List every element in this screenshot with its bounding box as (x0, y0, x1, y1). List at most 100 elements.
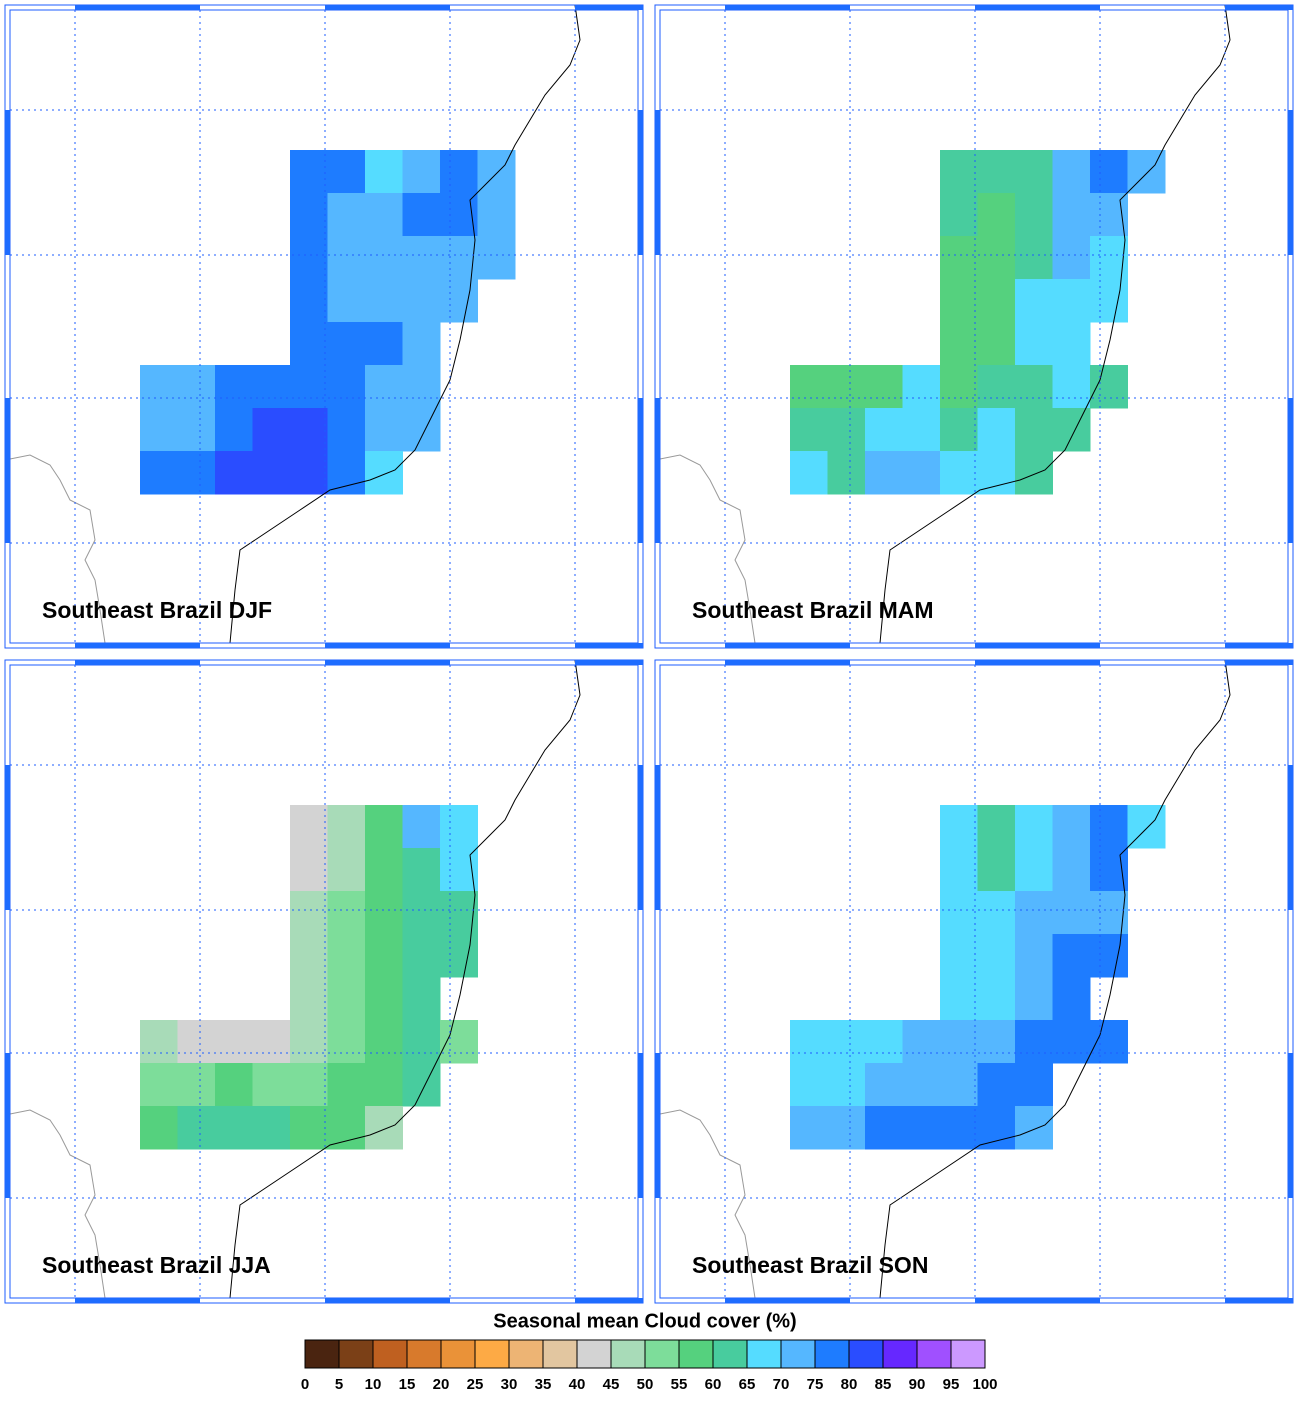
cloud-cell (365, 451, 403, 495)
cloud-cell (1090, 805, 1128, 849)
cloud-cell (327, 408, 366, 452)
frame-band (75, 643, 200, 648)
cloud-cell (402, 934, 441, 978)
colorbar-box (814, 1339, 850, 1369)
cloud-cell (1090, 365, 1128, 409)
cloud-cell (365, 1020, 403, 1064)
cloud-cell (902, 1063, 941, 1107)
cloud-cell (327, 150, 366, 194)
country-border (4, 454, 106, 644)
cloud-cell (402, 365, 441, 409)
cloud-cell (977, 1020, 1016, 1064)
colorbar-tick-label: 15 (399, 1376, 416, 1393)
cloud-cell (440, 1020, 478, 1064)
cloud-cell (290, 322, 328, 366)
cloud-cell (1015, 451, 1053, 495)
country-border (654, 1109, 756, 1299)
colorbar-tick-label: 45 (603, 1376, 620, 1393)
colorbar-tick-label: 90 (909, 1376, 926, 1393)
frame (654, 4, 1294, 649)
cloud-cell (440, 279, 478, 323)
cloud-cell (140, 1106, 178, 1150)
cloud-cell (440, 150, 478, 194)
colorbar-tick-label: 100 (972, 1376, 997, 1393)
cloud-cell (290, 848, 328, 892)
frame-band (655, 1053, 660, 1198)
cloud-cell (1015, 1106, 1053, 1150)
cloud-cell (940, 891, 978, 935)
cloud-cell (290, 1020, 328, 1064)
cloud-cell (365, 848, 403, 892)
cloud-cell (1052, 934, 1091, 978)
cloud-cell (977, 365, 1016, 409)
frame-band (325, 660, 450, 665)
cloud-cell (402, 322, 441, 366)
cloud-cell (1052, 977, 1091, 1021)
cloud-cell (790, 1063, 828, 1107)
cloud-cell (252, 408, 291, 452)
country-border (4, 1109, 106, 1299)
colorbar-box (338, 1339, 374, 1369)
cloud-cell (365, 365, 403, 409)
frame-band (75, 1298, 200, 1303)
cloud-cell (402, 891, 441, 935)
cloud-cell (1052, 279, 1091, 323)
frame-band (575, 643, 643, 648)
colorbar-tick-label: 60 (705, 1376, 722, 1393)
cloud-cell (940, 1106, 978, 1150)
frame-band (638, 1053, 643, 1198)
frame (659, 9, 1289, 644)
cloud-cell (365, 934, 403, 978)
colorbar-box (610, 1339, 646, 1369)
colorbar-tick-label: 70 (773, 1376, 790, 1393)
cloud-cell (327, 451, 366, 495)
frame-band (655, 110, 660, 255)
panel-title: Southeast Brazil MAM (692, 597, 934, 623)
cloud-cell (827, 1063, 866, 1107)
cloud-cell (290, 1063, 328, 1107)
panel-title: Southeast Brazil DJF (42, 597, 272, 623)
cloud-cell (440, 934, 478, 978)
frame-band (638, 398, 643, 543)
frame-band (575, 1298, 643, 1303)
frame-band (5, 1053, 10, 1198)
cloud-cell (1090, 236, 1128, 280)
cloud-cell (1052, 848, 1091, 892)
cloud-cell (327, 1063, 366, 1107)
cloud-cell (1015, 322, 1053, 366)
cloud-cell (1052, 891, 1091, 935)
cloud-cell (1015, 408, 1053, 452)
cloud-cell (865, 1020, 903, 1064)
cloud-cell (140, 1020, 178, 1064)
cloud-cell (977, 150, 1016, 194)
cloud-cell (290, 279, 328, 323)
cloud-cell (865, 1106, 903, 1150)
cloud-cell (402, 193, 441, 237)
cloud-cell (940, 1020, 978, 1064)
coastline (879, 659, 1231, 1299)
cloud-cell (440, 891, 478, 935)
frame-band (638, 765, 643, 910)
cloud-cell (827, 451, 866, 495)
colorbar-box (440, 1339, 476, 1369)
colorbar-tick-label: 55 (671, 1376, 688, 1393)
cloud-cell (977, 891, 1016, 935)
frame-band (75, 5, 200, 10)
cloud-cell (477, 193, 516, 237)
frame-band (1225, 660, 1293, 665)
cloud-cell (140, 1063, 178, 1107)
cloud-cell (977, 279, 1016, 323)
frame-band (1288, 765, 1293, 910)
cloud-cell (215, 365, 253, 409)
frame-band (1225, 1298, 1293, 1303)
cloud-cell (977, 408, 1016, 452)
colorbar-box (304, 1339, 340, 1369)
cloud-cell (252, 1063, 291, 1107)
cloud-cell (940, 150, 978, 194)
frame-band (1225, 5, 1293, 10)
colorbar-tick-label: 25 (467, 1376, 484, 1393)
colorbar-tick-label: 85 (875, 1376, 892, 1393)
cloud-cell (940, 451, 978, 495)
frame-band (325, 1298, 450, 1303)
cloud-cell (1052, 150, 1091, 194)
